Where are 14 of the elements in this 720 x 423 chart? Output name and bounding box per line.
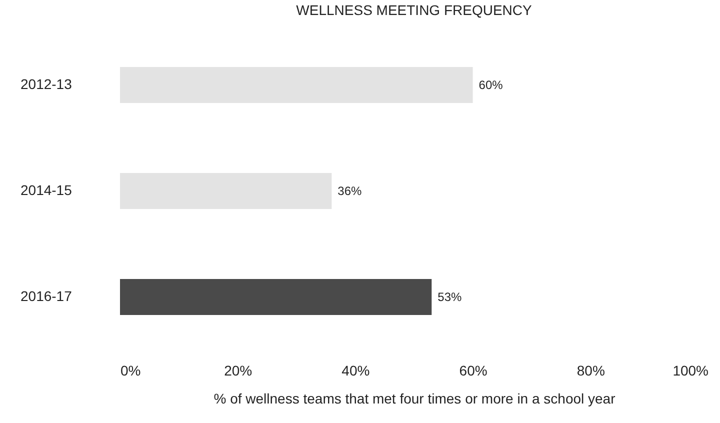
x-tick-label: 60%: [459, 362, 488, 378]
data-label: 53%: [438, 290, 462, 304]
data-label: 60%: [478, 78, 504, 92]
chart-title: WELLNESS MEETING FREQUENCY: [296, 2, 533, 18]
x-tick-label: 20%: [224, 362, 252, 378]
y-tick-label: 2014-15: [20, 182, 72, 198]
x-tick-label: 100%: [672, 362, 708, 378]
x-tick-label: 40%: [342, 362, 370, 378]
y-tick-label: 2016-17: [20, 288, 72, 304]
data-label: 36%: [338, 184, 362, 198]
x-tick-label: 80%: [576, 362, 605, 378]
y-tick-label: 2012-13: [20, 76, 72, 92]
x-tick-label: 0%: [120, 362, 141, 378]
x-axis-title: % of wellness teams that met four times or more in a school year: [214, 390, 616, 406]
